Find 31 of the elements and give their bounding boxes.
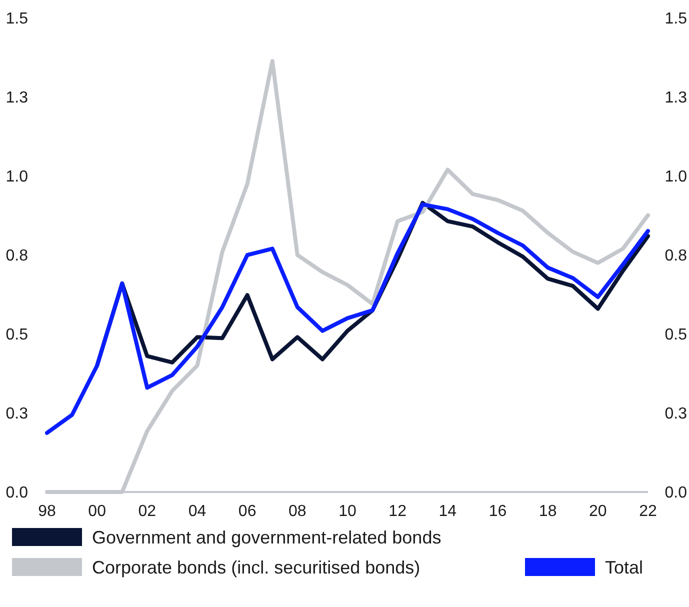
y-tick-label: 1.3 <box>6 90 28 107</box>
x-tick-label: 06 <box>238 503 256 520</box>
x-tick-label: 12 <box>388 503 407 520</box>
legend-label: Total <box>605 557 644 578</box>
x-tick-label: 02 <box>138 503 156 520</box>
y2-tick-label: 0.8 <box>664 248 688 265</box>
x-tick-label: 22 <box>639 503 657 520</box>
x-tick-label: 98 <box>38 503 56 520</box>
y2-tick-label: 0.3 <box>664 406 688 423</box>
y2-tick-label: 0.5 <box>664 326 688 344</box>
y-tick-label: 0.8 <box>6 248 28 265</box>
x-tick-label: 14 <box>438 503 457 520</box>
y-tick-label: 0.5 <box>6 326 28 344</box>
x-tick-label: 10 <box>338 503 356 520</box>
y-tick-label: 0.0 <box>6 484 28 502</box>
legend-label: Corporate bonds (incl. securitised bonds) <box>92 557 420 578</box>
y2-tick-label: 1.3 <box>664 90 688 107</box>
x-tick-label: 16 <box>488 503 507 520</box>
x-tick-label: 08 <box>288 503 306 520</box>
legend-label: Government and government-related bonds <box>92 527 442 548</box>
line-series <box>45 202 650 435</box>
y-tick-label: 1.5 <box>6 10 28 28</box>
y2-tick-label: 1.5 <box>664 10 688 28</box>
y-tick-label: 1.0 <box>6 168 28 186</box>
y2-tick-label: 1.0 <box>664 168 688 186</box>
x-tick-label: 20 <box>589 503 607 520</box>
x-tick-label: 18 <box>538 503 557 520</box>
x-tick-label: 00 <box>88 503 106 520</box>
y-tick-label: 0.3 <box>6 406 28 423</box>
y2-tick-label: 0.0 <box>664 484 688 502</box>
x-tick-label: 04 <box>188 503 206 520</box>
